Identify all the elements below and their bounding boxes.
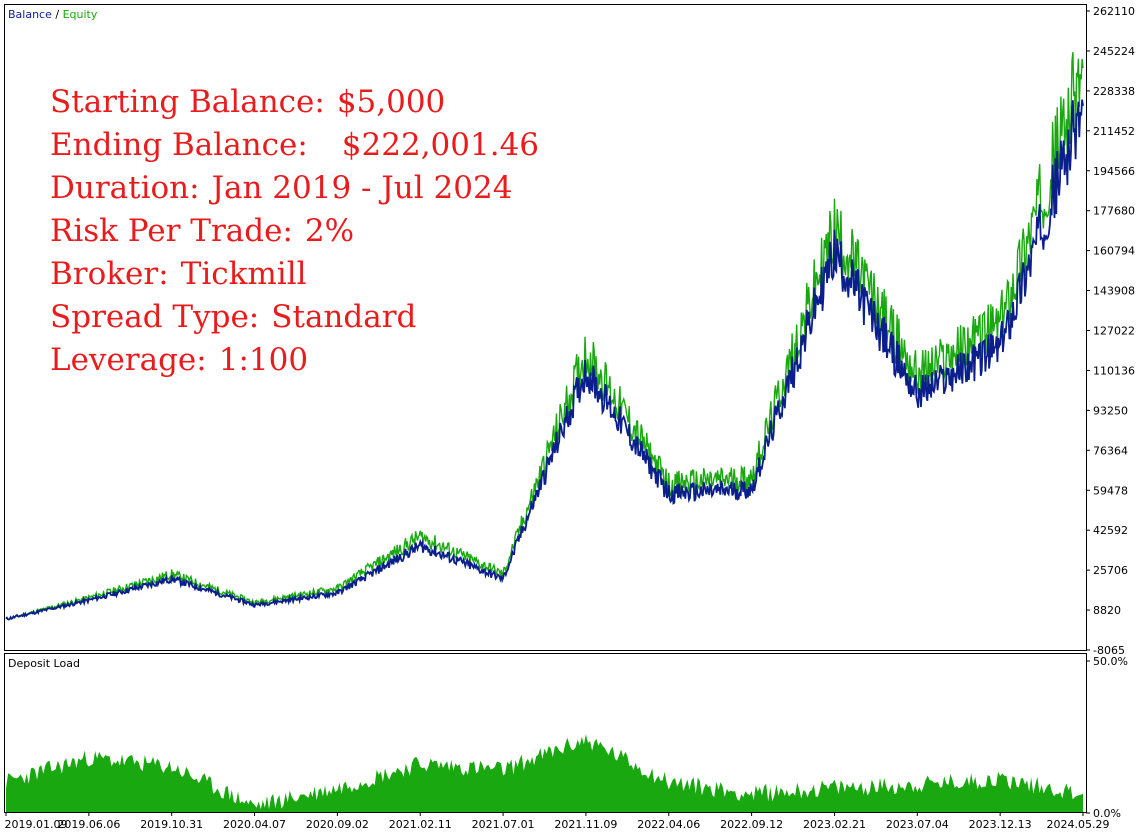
stat-line: Duration: Jan 2019 - Jul 2024 (50, 170, 512, 206)
y-tick-label: 127022 (1093, 325, 1135, 338)
stat-label: Spread Type: (50, 299, 259, 335)
x-tick-label: 2023.12.13 (969, 818, 1032, 831)
x-tick-label: 2021.07.01 (472, 818, 535, 831)
y-tick-label: 143908 (1093, 285, 1135, 298)
y-tick-label: 245224 (1093, 45, 1135, 58)
stat-line: Broker: Tickmill (50, 256, 307, 292)
x-tick-label: 2019.01.09 (5, 818, 68, 831)
x-tick-label: 2020.09.02 (306, 818, 369, 831)
balance-line (5, 99, 1084, 621)
y-tick-label: 25706 (1093, 564, 1128, 577)
x-tick-label: 2019.06.06 (57, 818, 120, 831)
x-tick-label: 2022.09.12 (720, 818, 783, 831)
x-tick-label: 2021.02.11 (389, 818, 452, 831)
stat-label: Risk Per Trade: (50, 213, 293, 249)
stat-value: Tickmill (181, 256, 307, 292)
load-y-tick-label: 50.0% (1093, 655, 1128, 668)
y-tick-label: 177680 (1093, 205, 1135, 218)
stat-label: Duration: (50, 170, 200, 206)
legend-equity: Equity (63, 8, 98, 21)
x-tick-label: 2020.04.07 (223, 818, 286, 831)
stat-value: $222,001.46 (342, 127, 539, 163)
x-tick-label: 2023.02.21 (803, 818, 866, 831)
main-chart-frame (4, 4, 1087, 651)
x-tick-label: 2022.04.06 (637, 818, 700, 831)
legend-separator: / (52, 8, 63, 21)
deposit-load-area (6, 734, 1083, 812)
stat-line: Leverage: 1:100 (50, 342, 308, 378)
x-tick-label: 2024.05.29 (1047, 818, 1110, 831)
balance-series (5, 99, 1084, 621)
stat-label: Ending Balance: (50, 127, 308, 163)
y-tick-label: 211452 (1093, 125, 1135, 138)
stat-label: Leverage: (50, 342, 207, 378)
y-tick-label: 42592 (1093, 524, 1128, 537)
deposit-load-series (6, 734, 1083, 812)
y-tick-label: 194566 (1093, 165, 1135, 178)
deposit-load-y-axis: 50.0% 0.0% (1086, 655, 1128, 820)
stats-overlay: Starting Balance: $5,000 Ending Balance: $2… (50, 84, 539, 378)
stat-value: 1:100 (219, 342, 308, 378)
stat-line: Spread Type: Standard (50, 299, 416, 335)
deposit-load-title: Deposit Load (8, 657, 80, 670)
stat-value: 2% (305, 213, 354, 249)
stat-value: $5,000 (337, 84, 445, 120)
load-y-tick-label: 0.0% (1093, 807, 1121, 820)
stat-line: Risk Per Trade: 2% (50, 213, 354, 249)
y-tick-label: 110136 (1093, 364, 1135, 377)
y-tick-label: 160794 (1093, 245, 1135, 258)
x-tick-label: 2021.11.09 (554, 818, 617, 831)
main-y-axis: 262110 245224 228338 211452 194566 177680 1607… (1086, 5, 1135, 657)
y-tick-label: 76364 (1093, 444, 1128, 457)
x-tick-label: 2019.10.31 (140, 818, 203, 831)
y-tick-label: 93250 (1093, 404, 1128, 417)
y-tick-label: 8820 (1093, 604, 1121, 617)
legend-balance: Balance (8, 8, 52, 21)
stat-line: Ending Balance: $222,001.46 (50, 127, 539, 163)
chart-legend: Balance / Equity (8, 8, 98, 21)
stat-label: Starting Balance: (50, 84, 325, 120)
stat-line: Starting Balance: $5,000 (50, 84, 445, 120)
y-tick-label: 228338 (1093, 85, 1135, 98)
stat-value: Standard (271, 299, 416, 335)
stat-value: Jan 2019 - Jul 2024 (209, 170, 513, 206)
stat-label: Broker: (50, 256, 169, 292)
y-tick-label: 262110 (1093, 5, 1135, 18)
x-tick-label: 2023.07.04 (886, 818, 949, 831)
y-tick-label: -8065 (1093, 644, 1125, 657)
y-tick-label: 59478 (1093, 484, 1128, 497)
